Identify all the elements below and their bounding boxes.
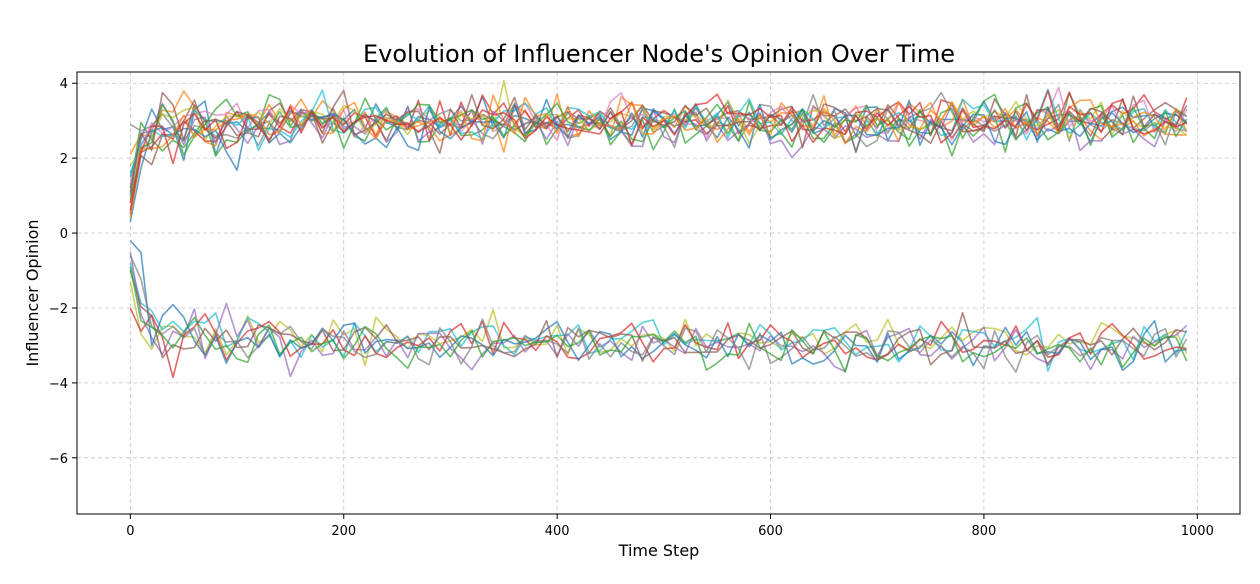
y-axis-ticks: −6 −4 −2 0 2 4 xyxy=(49,77,77,467)
x-tick-label: 1000 xyxy=(1181,524,1214,539)
grid xyxy=(77,72,1240,514)
y-tick-label: 2 xyxy=(60,152,68,167)
x-axis-ticks: 0 200 400 600 800 1000 xyxy=(126,514,1214,539)
series-line-15 xyxy=(129,89,1188,193)
y-tick-label: 0 xyxy=(60,227,68,242)
x-tick-label: 200 xyxy=(331,524,356,539)
series-group xyxy=(129,80,1188,379)
series-line-14 xyxy=(129,89,1188,211)
y-tick-label: −2 xyxy=(49,302,68,317)
x-tick-label: 0 xyxy=(126,524,134,539)
y-axis-label: Influencer Opinion xyxy=(23,219,42,366)
series-line-23 xyxy=(129,266,1188,373)
series-line-16 xyxy=(129,281,1188,367)
x-tick-label: 800 xyxy=(972,524,997,539)
x-axis-label: Time Step xyxy=(618,541,700,560)
series-line-18 xyxy=(129,251,1188,378)
chart-title: Evolution of Influencer Node's Opinion O… xyxy=(363,40,955,68)
series-line-6 xyxy=(129,93,1188,215)
x-tick-label: 400 xyxy=(545,524,570,539)
y-tick-label: −6 xyxy=(49,452,68,467)
plot-frame xyxy=(76,71,1241,515)
x-tick-label: 600 xyxy=(758,524,783,539)
y-tick-label: −4 xyxy=(49,377,68,392)
y-tick-label: 4 xyxy=(60,77,68,92)
